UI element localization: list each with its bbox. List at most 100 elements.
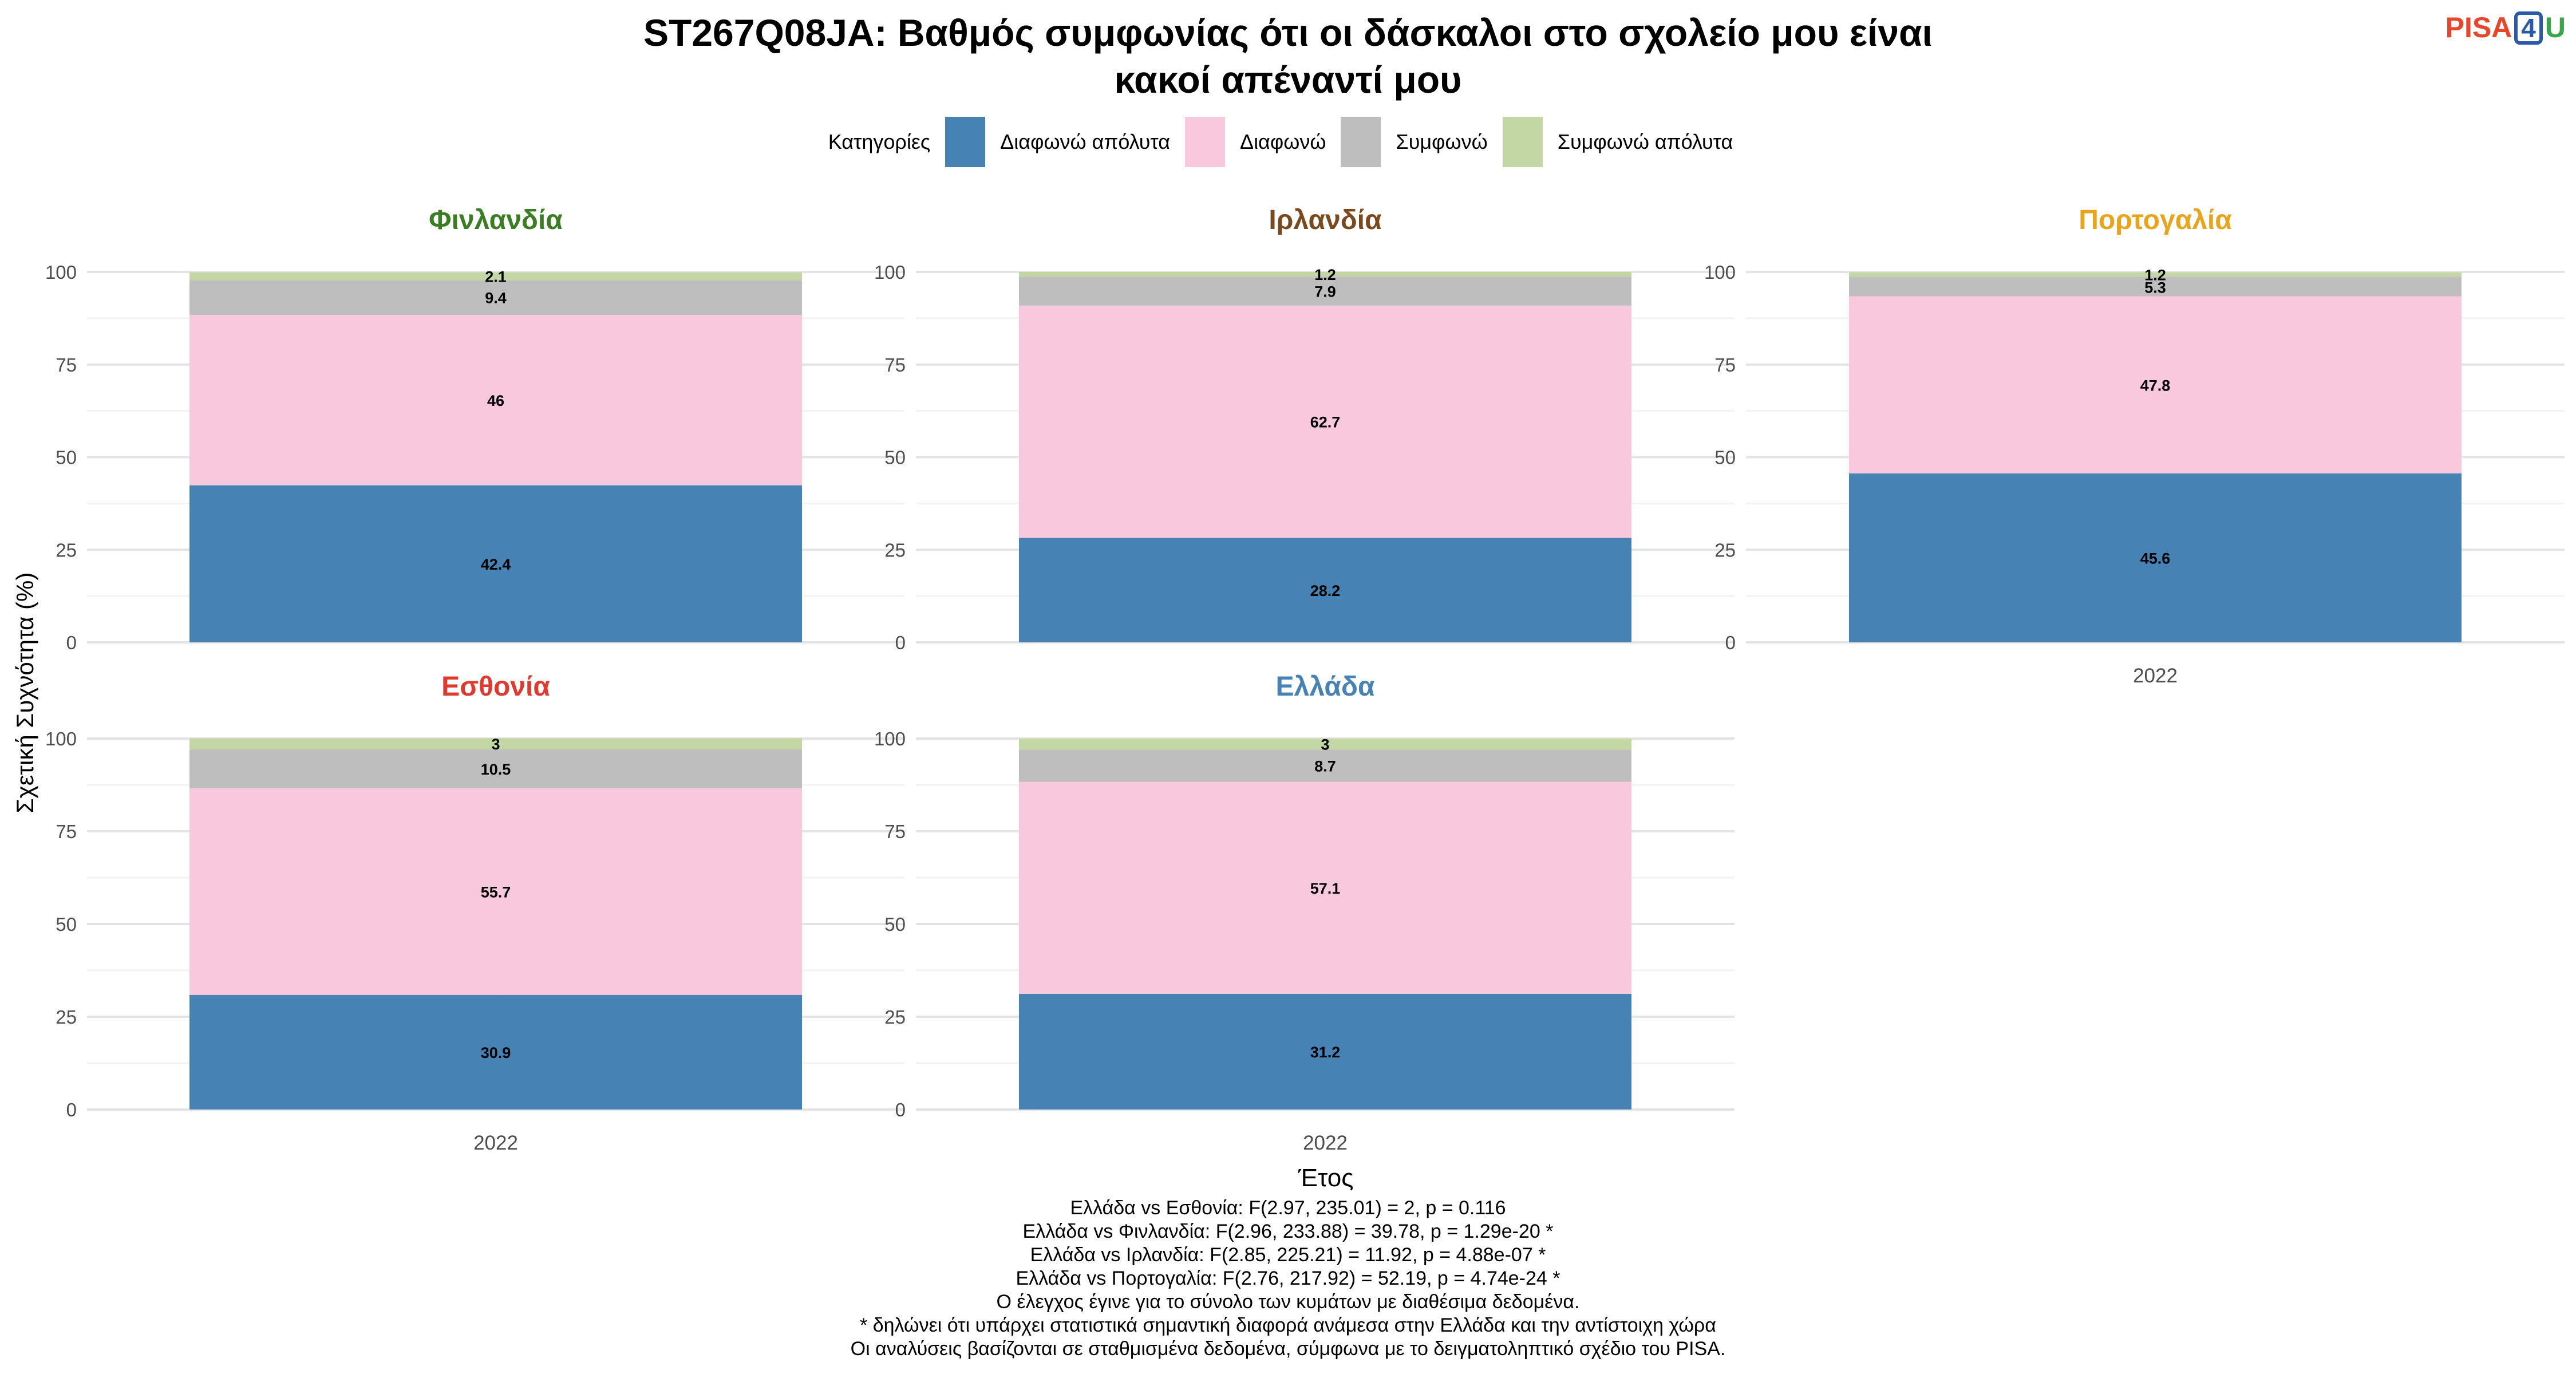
legend-label-strongly-disagree: Διαφωνώ απόλυτα <box>1000 130 1171 153</box>
data-label-0-0: 42.4 <box>481 556 511 573</box>
x-tick-label-4: 2022 <box>1303 1132 1348 1154</box>
data-label-0-1: 46 <box>487 392 504 409</box>
bar-segment-3-3 <box>189 738 802 749</box>
data-label-3-1: 55.7 <box>481 883 511 901</box>
bar-segment-3-1 <box>189 788 802 995</box>
y-tick-label: 75 <box>884 354 906 376</box>
note-line: Ελλάδα vs Πορτογαλία: F(2.76, 217.92) = … <box>1016 1268 1560 1289</box>
legend-label-strongly-agree: Συμφωνώ απόλυτα <box>1557 130 1733 153</box>
data-label-4-0: 31.2 <box>1310 1044 1341 1061</box>
bar-segment-0-1 <box>189 315 802 485</box>
note-line: * δηλώνει ότι υπάρχει στατιστικά σημαντι… <box>860 1314 1716 1336</box>
bar-segment-2-2 <box>1849 277 2462 297</box>
data-label-2-3: 1.2 <box>2144 267 2166 284</box>
legend-title: Κατηγορίες <box>828 130 931 153</box>
panel-title-3: Εσθονία <box>441 672 550 702</box>
data-label-4-1: 57.1 <box>1310 880 1341 897</box>
y-tick-label: 0 <box>895 632 906 653</box>
bar-segment-0-0 <box>189 485 802 642</box>
bar-segment-3-2 <box>189 749 802 788</box>
legend-swatch-agree <box>1341 117 1381 167</box>
y-tick-label: 75 <box>1714 354 1736 376</box>
y-tick-label: 25 <box>1714 539 1736 560</box>
data-label-2-2: 5.3 <box>2144 279 2166 297</box>
data-label-1-2: 7.9 <box>1314 283 1336 300</box>
legend-label-agree: Συμφωνώ <box>1396 130 1488 153</box>
legend-swatch-strongly-agree <box>1502 117 1543 167</box>
y-tick-label: 0 <box>895 1099 906 1120</box>
y-tick-label: 100 <box>1704 262 1736 283</box>
y-tick-label: 25 <box>56 1006 77 1028</box>
bar-segment-2-3 <box>1849 272 2462 277</box>
data-label-2-0: 45.6 <box>2140 550 2171 567</box>
bar-segment-4-1 <box>1019 781 1631 994</box>
data-label-4-2: 8.7 <box>1314 758 1336 775</box>
panel-title-1: Ιρλανδία <box>1269 205 1382 235</box>
data-label-4-3: 3 <box>1321 736 1329 753</box>
legend-item-agree: Συμφωνώ <box>1341 117 1488 167</box>
legend-label-disagree: Διαφωνώ <box>1240 130 1326 153</box>
note-line: Ο έλεγχος έγινε για το σύνολο των κυμάτω… <box>996 1291 1580 1313</box>
y-tick-label: 100 <box>45 262 77 283</box>
x-axis-title: Έτος <box>1298 1164 1354 1192</box>
y-tick-label: 0 <box>66 1099 77 1120</box>
note-line: Ελλάδα vs Φινλανδία: F(2.96, 233.88) = 3… <box>1022 1221 1554 1242</box>
data-label-3-2: 10.5 <box>481 761 511 778</box>
y-tick-label: 75 <box>884 821 906 842</box>
note-line: Ελλάδα vs Εσθονία: F(2.97, 235.01) = 2, … <box>1070 1197 1506 1219</box>
y-tick-label: 100 <box>874 728 906 749</box>
y-tick-label: 25 <box>56 539 77 560</box>
bar-segment-2-0 <box>1849 473 2462 642</box>
logo-pisa-text: PISA <box>2445 11 2512 44</box>
bar-segment-2-1 <box>1849 296 2462 473</box>
panel-title-0: Φινλανδία <box>429 205 563 235</box>
note-line: Ελλάδα vs Ιρλανδία: F(2.85, 225.21) = 11… <box>1030 1244 1546 1266</box>
legend: Κατηγορίες Διαφωνώ απόλυτα Διαφωνώ Συμφω… <box>0 114 2576 169</box>
logo-u-text: U <box>2545 11 2566 44</box>
y-tick-label: 25 <box>884 1006 906 1028</box>
note-line: Οι αναλύσεις βασίζονται σε σταθμισμένα δ… <box>850 1338 1726 1360</box>
y-tick-label: 50 <box>56 447 77 468</box>
bar-segment-1-2 <box>1019 276 1631 306</box>
y-tick-label: 100 <box>874 262 906 283</box>
x-tick-label-2: 2022 <box>2133 665 2178 687</box>
legend-item-disagree: Διαφωνώ <box>1185 117 1326 167</box>
y-tick-label: 50 <box>884 447 906 468</box>
legend-item-strongly-disagree: Διαφωνώ απόλυτα <box>945 117 1170 167</box>
data-label-2-1: 47.8 <box>2140 377 2171 394</box>
y-tick-label: 0 <box>1725 632 1736 653</box>
bar-segment-1-1 <box>1019 305 1631 538</box>
y-axis-title: Σχετική Συχνότητα (%) <box>11 572 38 814</box>
y-tick-label: 50 <box>1714 447 1736 468</box>
data-label-1-0: 28.2 <box>1310 582 1341 599</box>
data-label-1-1: 62.7 <box>1310 414 1341 431</box>
y-tick-label: 25 <box>884 539 906 560</box>
y-tick-label: 75 <box>56 354 77 376</box>
bar-segment-4-0 <box>1019 993 1631 1110</box>
pisa4u-logo: PISA 4 U <box>2445 10 2566 45</box>
data-label-0-3: 2.1 <box>485 268 507 285</box>
title-line-1: ST267Q08JA: Βαθμός συμφωνίας ότι οι δάσκ… <box>643 11 1933 54</box>
y-tick-label: 50 <box>56 914 77 935</box>
legend-swatch-disagree <box>1185 117 1226 167</box>
logo-four-text: 4 <box>2514 11 2543 45</box>
y-tick-label: 50 <box>884 914 906 935</box>
bar-segment-1-0 <box>1019 538 1631 642</box>
bar-segment-3-0 <box>189 994 802 1110</box>
bar-segment-4-3 <box>1019 739 1631 750</box>
bar-segment-4-2 <box>1019 749 1631 782</box>
y-tick-label: 0 <box>66 632 77 653</box>
chart-title: ST267Q08JA: Βαθμός συμφωνίας ότι οι δάσκ… <box>0 9 2576 103</box>
legend-swatch-strongly-disagree <box>945 117 986 167</box>
statistical-notes: Ελλάδα vs Εσθονία: F(2.97, 235.01) = 2, … <box>0 1197 2576 1361</box>
data-label-0-2: 9.4 <box>485 290 507 307</box>
data-label-3-0: 30.9 <box>481 1044 511 1061</box>
bar-segment-0-3 <box>189 272 802 281</box>
legend-item-strongly-agree: Συμφωνώ απόλυτα <box>1502 117 1733 167</box>
panel-title-2: Πορτογαλία <box>2079 205 2232 235</box>
bar-segment-1-3 <box>1019 272 1631 277</box>
data-label-1-3: 1.2 <box>1314 266 1336 283</box>
y-tick-label: 75 <box>56 821 77 842</box>
y-tick-label: 100 <box>45 728 77 749</box>
